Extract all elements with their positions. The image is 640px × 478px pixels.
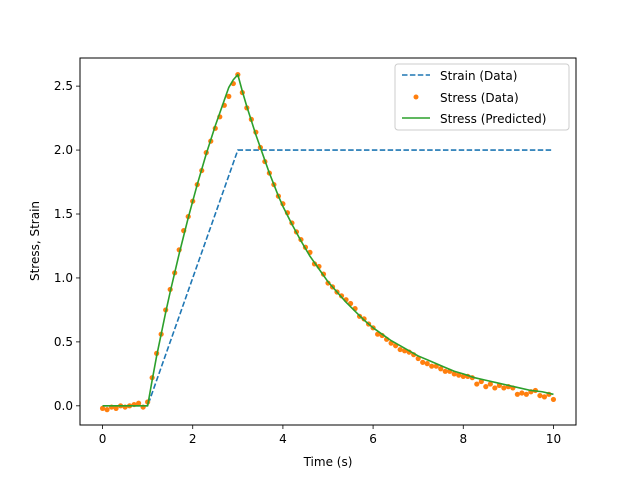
x-axis-ticks: 0 2 4 6 8 10 xyxy=(99,425,561,446)
y-axis-ticks: 0.0 0.5 1.0 1.5 2.0 2.5 xyxy=(54,79,80,413)
stress-data-point xyxy=(523,391,530,397)
stress-data-point xyxy=(420,359,426,365)
stress-data-point xyxy=(361,316,367,322)
stress-data-point xyxy=(487,381,493,387)
stress-data-point xyxy=(113,405,119,411)
series-layer xyxy=(99,72,557,413)
x-tick-label: 6 xyxy=(369,432,377,446)
stress-data-point xyxy=(492,385,498,391)
legend-stress-predicted-label: Stress (Predicted) xyxy=(440,112,546,126)
stress-data-point xyxy=(474,381,480,387)
stress-data-point xyxy=(226,93,232,99)
stress-data-point xyxy=(104,407,110,413)
legend-stress-data-swatch xyxy=(413,94,419,100)
y-tick-label: 0.0 xyxy=(54,399,73,413)
stress-data-point xyxy=(456,372,462,378)
x-axis-label: Time (s) xyxy=(303,455,353,469)
strain-data-line xyxy=(102,149,554,407)
stress-predicted-line xyxy=(102,73,554,407)
stress-data-point xyxy=(99,405,106,411)
stress-data-point xyxy=(397,346,403,353)
stress-data-point xyxy=(442,368,448,374)
stress-data-point xyxy=(451,371,457,377)
y-tick-label: 2.5 xyxy=(54,79,73,93)
stress-data-point xyxy=(438,366,444,372)
stress-data-point xyxy=(519,390,525,396)
stress-data-point xyxy=(541,394,548,400)
legend-strain-label: Strain (Data) xyxy=(440,69,517,83)
legend-box xyxy=(394,63,570,131)
stress-data-point xyxy=(429,363,435,369)
stress-data-point xyxy=(136,400,142,406)
y-tick-label: 0.5 xyxy=(54,335,73,349)
legend-stress-data-label: Stress (Data) xyxy=(440,91,519,105)
x-tick-label: 8 xyxy=(459,432,467,446)
y-axis-label: Stress, Strain xyxy=(28,201,42,281)
x-tick-label: 0 xyxy=(99,432,107,446)
stress-data-point xyxy=(550,396,557,403)
y-tick-label: 1.5 xyxy=(54,207,73,221)
y-tick-label: 2.0 xyxy=(54,143,73,157)
stress-data-point xyxy=(424,361,430,367)
plot-frame xyxy=(79,57,577,426)
stress-data-point xyxy=(483,384,489,390)
stress-data-point xyxy=(537,392,543,399)
y-tick-label: 1.0 xyxy=(54,271,73,285)
stress-data-point xyxy=(501,385,507,391)
x-tick-label: 4 xyxy=(279,432,287,446)
stress-data-point xyxy=(514,391,520,397)
x-tick-label: 2 xyxy=(189,432,197,446)
legend: Strain (Data) Stress (Data) Stress (Pred… xyxy=(394,63,570,131)
x-tick-label: 10 xyxy=(546,432,561,446)
